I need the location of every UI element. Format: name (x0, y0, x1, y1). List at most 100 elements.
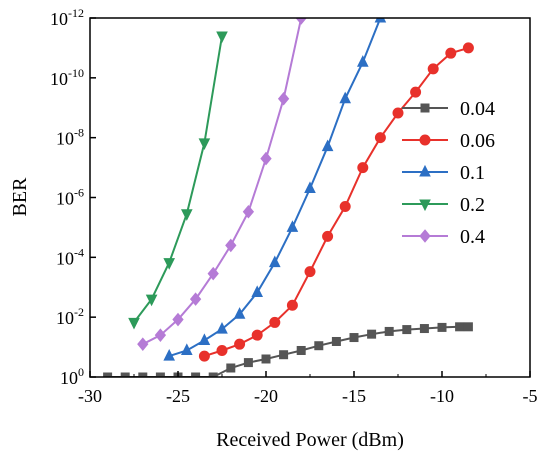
data-point (269, 316, 281, 328)
data-point (251, 329, 263, 341)
legend-label: 0.1 (460, 162, 485, 184)
data-point (128, 317, 140, 330)
series-0.2 (128, 31, 228, 330)
data-point (367, 329, 377, 339)
legend-item: 0.04 (402, 98, 495, 120)
data-point (322, 230, 334, 242)
y-tick-label: 10-12 (50, 6, 84, 29)
legend-marker (420, 103, 430, 113)
series-line (168, 18, 382, 358)
data-point (155, 372, 165, 377)
data-point (138, 372, 148, 377)
data-point (279, 350, 289, 360)
data-point (427, 63, 439, 75)
y-tick-label: 100 (60, 365, 84, 388)
data-point (226, 363, 236, 373)
y-axis: 100 10-2 10-4 10-6 10-8 10-10 10-12 (50, 6, 96, 388)
data-point (304, 181, 316, 193)
x-axis-title: Received Power (dBm) (216, 429, 404, 451)
data-point (145, 294, 158, 307)
data-point (172, 312, 184, 327)
data-point (384, 326, 394, 336)
data-point (208, 372, 218, 377)
data-point (286, 299, 298, 311)
data-point (163, 348, 176, 361)
series-0.4 (137, 18, 307, 351)
data-point (251, 285, 264, 298)
data-point (225, 238, 237, 253)
data-point (339, 201, 351, 213)
x-tick-label: -5 (523, 386, 538, 406)
data-point (295, 18, 307, 25)
series-0.04 (103, 322, 473, 377)
data-point (216, 344, 228, 356)
legend-label: 0.06 (460, 130, 495, 152)
legend-marker (419, 199, 431, 212)
data-point (207, 266, 219, 281)
data-point (374, 18, 387, 23)
data-point (286, 220, 299, 232)
data-point (277, 91, 290, 106)
legend-item: 0.4 (402, 226, 485, 248)
data-point (243, 358, 253, 368)
data-point (437, 322, 447, 332)
series-0.1 (163, 18, 387, 361)
data-point (455, 322, 465, 332)
data-point (356, 55, 369, 67)
data-point (120, 372, 130, 377)
y-tick-label: 10-4 (56, 245, 84, 268)
y-tick-label: 10-2 (56, 305, 84, 328)
x-tick-label: -10 (430, 386, 454, 406)
series-0.06 (198, 42, 474, 362)
legend-item: 0.06 (402, 130, 495, 152)
x-tick-label: -20 (254, 386, 278, 406)
x-tick-label: -25 (166, 386, 190, 406)
data-point (304, 266, 316, 278)
series-line (142, 18, 303, 346)
data-point (189, 292, 202, 306)
y-tick-label: 10-8 (56, 126, 84, 149)
data-point (137, 337, 149, 351)
legend: 0.04 0.06 0.1 0.2 0.4 (402, 98, 495, 248)
series-line (107, 325, 469, 377)
legend-label: 0.4 (460, 226, 485, 248)
data-point (268, 255, 281, 268)
data-point (374, 132, 386, 144)
y-axis-title: BER (9, 177, 31, 217)
data-point (198, 350, 210, 362)
legend-marker (419, 134, 431, 146)
data-point (445, 47, 457, 59)
data-point (314, 341, 324, 351)
data-point (216, 31, 228, 44)
data-point (163, 258, 176, 270)
data-point (392, 107, 404, 119)
data-point (242, 204, 255, 219)
legend-marker (419, 164, 431, 177)
x-tick-label: -15 (342, 386, 366, 406)
data-point (260, 151, 272, 166)
data-point (191, 372, 201, 377)
data-point (419, 324, 429, 334)
data-point (154, 328, 167, 342)
series-line (204, 46, 469, 358)
data-point (198, 333, 211, 345)
data-point (402, 325, 412, 335)
data-point (180, 343, 193, 355)
y-tick-label: 10-10 (50, 66, 84, 89)
data-point (339, 91, 352, 104)
data-point (321, 139, 334, 152)
data-point (198, 138, 211, 151)
x-axis: -30 -25 -20 -15 -10 -5 (78, 371, 538, 406)
legend-marker (419, 229, 431, 243)
data-point (463, 322, 473, 332)
data-point (261, 354, 271, 364)
x-tick-label: -30 (78, 386, 102, 406)
data-point (331, 336, 341, 346)
data-point (216, 321, 228, 334)
legend-label: 0.04 (460, 98, 495, 120)
data-point (410, 86, 422, 98)
legend-item: 0.2 (402, 194, 485, 216)
data-point (296, 345, 306, 355)
y-tick-label: 10-6 (56, 186, 84, 209)
